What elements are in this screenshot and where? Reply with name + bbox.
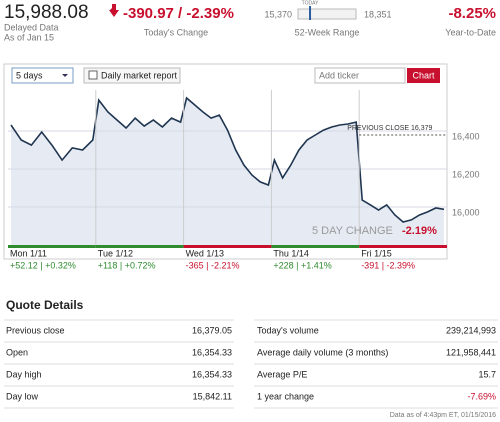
five-day-label: 5 DAY CHANGE [312,225,393,237]
footer: Data as of 4:43pm ET, 01/15/2016 [390,412,496,419]
five-day-value: -2.19% [402,225,437,237]
value: -7.69% [467,391,496,401]
chart-button[interactable] [407,68,440,83]
label: Today's volume [257,325,319,335]
down-arrow [109,4,119,17]
range-high: 18,351 [364,9,392,19]
range-bar [297,8,357,20]
label: Average daily volume (3 months) [257,347,388,357]
range-label: 52-Week Range [295,27,360,37]
period-select[interactable] [11,67,74,84]
day-label: Thu 1/14 [273,248,309,258]
report: Daily market report [101,70,178,80]
select-arrow [62,74,68,77]
range-low: 15,370 [264,9,292,19]
details-title: Quote Details [6,298,84,312]
details-table: Previous close 16,379.05 Today's volume 239… [4,319,498,409]
day-bar [8,245,96,248]
period: 5 days [16,70,43,80]
day-change: -391 | -2.39% [361,260,415,270]
y-tick-label: 16,200 [452,169,480,179]
day-label: Mon 1/11 [10,248,47,258]
day-bar [359,245,447,248]
ytd-label: Year-to-Date [445,27,496,37]
value: 239,214,993 [446,325,496,335]
label: Day low [6,391,39,401]
day-bar [271,245,360,248]
value: 15,842.11 [193,391,232,401]
day-label: Wed 1/13 [186,248,224,258]
change: -390.97 / -2.39% [123,5,234,22]
value: 16,354.33 [192,347,232,357]
report-toggle[interactable] [83,67,181,84]
day-label: Tue 1/12 [98,248,133,258]
value: 121,958,441 [446,347,496,357]
day-bar [183,245,272,248]
as-of: As of Jan 15 [4,32,54,42]
label: Day high [6,369,42,379]
day-change: -365 | -2.21% [186,260,240,270]
today-label: TODAY [302,0,319,6]
delayed: Delayed Data [4,22,59,32]
today-marker [309,6,312,20]
label: Open [6,347,28,357]
change-label: Today's Change [144,27,208,37]
value: 15.7 [478,369,496,379]
day-change: +228 | +1.41% [273,260,331,270]
day-change: +52.12 | +0.32% [10,260,76,270]
area [11,98,444,245]
day-bar [95,245,184,248]
label: Previous close [6,325,65,335]
previous-close-label: PREVIOUS CLOSE 16,379 [347,125,432,132]
day-label: Fri 1/15 [361,248,392,258]
ticker-placeholder: Add ticker [319,70,359,80]
y-tick-label: 16,400 [452,131,480,141]
value: 16,354.33 [192,369,232,379]
plot: 16,000 16,200 16,400 Mon 1/11 +52.12 | +0.32… [8,90,480,270]
price: 15,988.08 [4,2,89,23]
value: 16,379.05 [192,325,232,335]
label: 1 year change [257,391,314,401]
ytd: -8.25% [448,5,496,22]
y-tick-label: 16,000 [452,207,480,217]
chart-button-label: Chart [412,70,435,80]
checkbox[interactable] [88,70,98,80]
ticker-input[interactable] [314,67,406,84]
label: Average P/E [257,369,307,379]
day-change: +118 | +0.72% [98,260,156,270]
